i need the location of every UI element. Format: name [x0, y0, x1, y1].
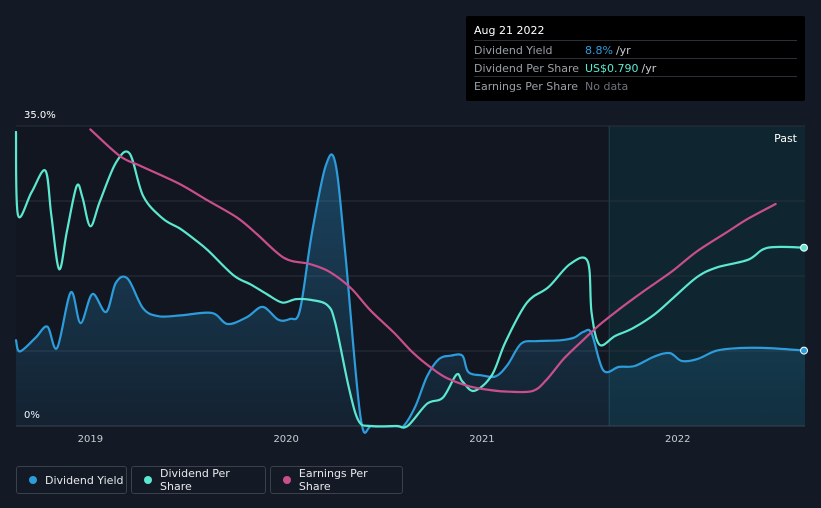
dividend-yield-end-marker — [800, 346, 808, 355]
x-tick-label: 2021 — [469, 434, 494, 445]
legend-dot-icon — [283, 476, 291, 484]
dividend-yield-area — [16, 154, 805, 433]
past-label: Past — [774, 132, 798, 145]
tooltip-date: Aug 21 2022 — [474, 24, 545, 37]
legend-dividend-yield[interactable]: Dividend Yield — [16, 466, 127, 494]
tooltip-panel: Aug 21 2022 Dividend Yield 8.8%/yr Divid… — [466, 16, 805, 101]
tooltip-label: Dividend Yield — [474, 44, 553, 57]
tooltip-row-dividend-yield: Dividend Yield 8.8%/yr — [474, 40, 797, 59]
y-axis-label-top: 35.0% — [24, 110, 56, 121]
x-tick-label: 2022 — [665, 434, 690, 445]
tooltip-row-earnings-per-share: Earnings Per Share No data — [474, 76, 797, 95]
dividend-per-share-line — [14, 130, 807, 429]
legend-label: Dividend Yield — [45, 473, 124, 487]
legend-earnings-per-share[interactable]: Earnings Per Share — [270, 466, 403, 494]
x-tick-label: 2020 — [273, 434, 298, 445]
legend-dot-icon — [29, 476, 37, 484]
tooltip-unit: /yr — [615, 44, 631, 57]
tooltip-value: 8.8% — [585, 44, 613, 57]
tooltip-value: US$0.790 — [585, 62, 639, 75]
dividend-per-share-end-marker — [800, 243, 808, 252]
legend-dot-icon — [144, 476, 152, 484]
legend-label: Earnings Per Share — [298, 467, 368, 493]
tooltip-unit: /yr — [641, 62, 657, 75]
earnings-per-share-line — [89, 128, 777, 394]
x-tick-label: 2019 — [78, 434, 103, 445]
tooltip-label: Earnings Per Share — [474, 80, 579, 93]
legend-dividend-per-share[interactable]: Dividend Per Share — [131, 466, 266, 494]
tooltip-label: Dividend Per Share — [474, 62, 580, 75]
legend-label: Dividend Per Share — [160, 467, 230, 493]
tooltip-row-dividend-per-share: Dividend Per Share US$0.790/yr — [474, 58, 797, 77]
tooltip-value: No data — [585, 80, 629, 93]
